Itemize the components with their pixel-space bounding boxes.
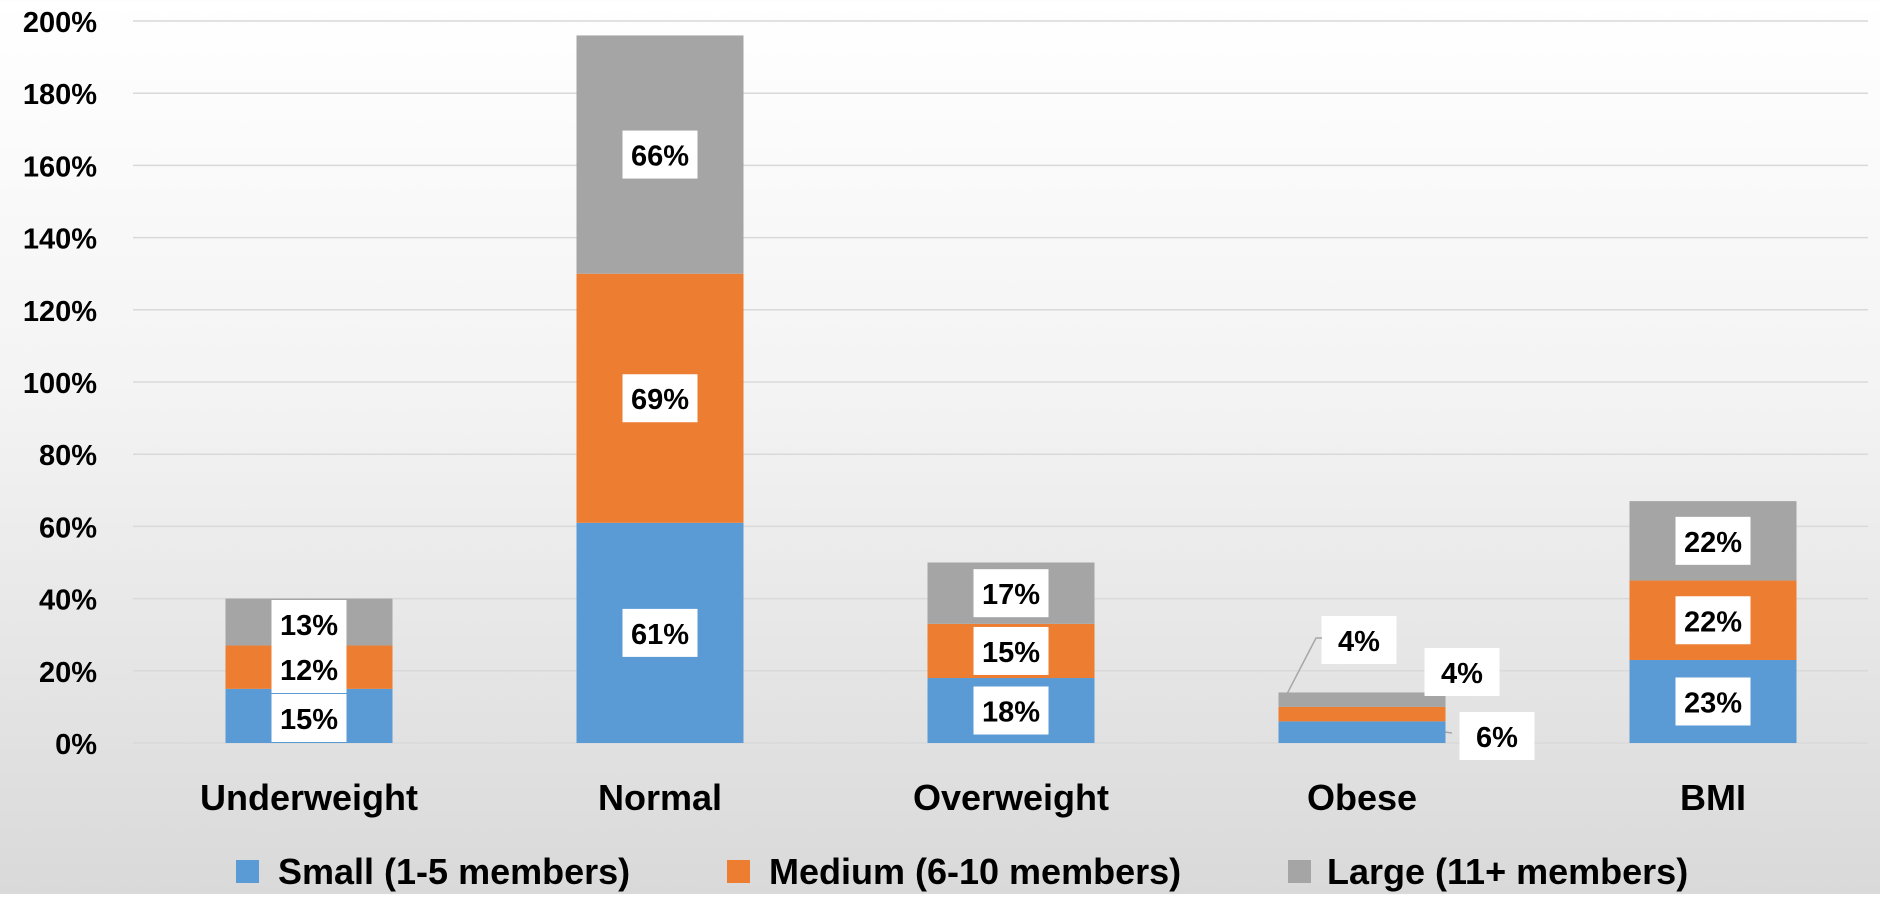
- x-category-label: Underweight: [200, 777, 418, 818]
- data-label: 69%: [631, 384, 689, 416]
- x-category-label: BMI: [1680, 777, 1746, 818]
- data-label-box: [1675, 516, 1751, 565]
- legend-label: Small (1-5 members): [278, 851, 630, 892]
- y-tick-label: 0%: [55, 729, 97, 761]
- data-label: 23%: [1684, 687, 1742, 719]
- data-label-box: [973, 626, 1049, 675]
- x-axis-category-labels: Underweight Normal Overweight Obese BMI: [200, 777, 1746, 818]
- legend-swatch: [727, 860, 750, 883]
- data-label-box: [622, 374, 698, 423]
- data-label: 18%: [982, 697, 1040, 729]
- data-label-box: [271, 694, 347, 742]
- data-label: 15%: [982, 637, 1040, 669]
- bar-segment: [1278, 721, 1446, 743]
- y-tick-label: 160%: [23, 151, 97, 183]
- y-tick-label: 200%: [23, 7, 97, 39]
- x-category-label: Obese: [1307, 777, 1417, 818]
- data-label-box: [973, 686, 1049, 735]
- legend-label: Medium (6-10 members): [769, 851, 1181, 892]
- data-label: 66%: [631, 141, 689, 173]
- data-label-box: [973, 569, 1049, 618]
- data-label-box: [622, 608, 698, 657]
- y-tick-label: 100%: [23, 368, 97, 400]
- y-tick-label: 180%: [23, 79, 97, 111]
- data-label: 13%: [280, 610, 338, 642]
- legend: Small (1-5 members) Medium (6-10 members)…: [236, 851, 1688, 892]
- bar-segment: [1278, 692, 1446, 707]
- data-label-box: [1675, 596, 1751, 645]
- data-label: 15%: [280, 704, 338, 736]
- gridlines: [133, 20, 1868, 744]
- bar-segment: [1278, 706, 1446, 722]
- data-label-box: [1459, 712, 1535, 760]
- data-label-box: [1321, 616, 1397, 664]
- x-category-label: Overweight: [913, 777, 1109, 818]
- data-label: 4%: [1338, 626, 1380, 658]
- data-label-box: [271, 600, 347, 648]
- y-tick-label: 140%: [23, 224, 97, 256]
- y-tick-label: 120%: [23, 296, 97, 328]
- x-category-label: Normal: [598, 777, 722, 818]
- data-label: 6%: [1476, 722, 1518, 754]
- data-label: 17%: [982, 579, 1040, 611]
- y-tick-label: 40%: [39, 585, 97, 617]
- y-tick-label: 20%: [39, 657, 97, 689]
- data-label: 22%: [1684, 527, 1742, 559]
- legend-label: Large (11+ members): [1327, 851, 1688, 892]
- y-tick-label: 80%: [39, 440, 97, 472]
- y-tick-label: 60%: [39, 512, 97, 544]
- data-label: 61%: [631, 619, 689, 651]
- data-labels: 15% 12% 13% 61% 69% 66% 18% 15% 17% 6% 4% 4% 23% 22% 2…: [271, 130, 1751, 760]
- data-label-box: [271, 645, 347, 693]
- data-label: 12%: [280, 655, 338, 687]
- data-label-box: [1424, 648, 1500, 696]
- data-label-leader-line: [1283, 637, 1322, 701]
- data-label: 22%: [1684, 606, 1742, 638]
- data-label: 4%: [1441, 658, 1483, 690]
- data-label-leader-line: [1445, 731, 1453, 734]
- data-label-box: [1675, 677, 1751, 726]
- legend-swatch: [236, 860, 259, 883]
- y-axis-tick-labels: 0% 20% 40% 60% 80% 100% 120% 140% 160% 180% 200%: [23, 7, 97, 761]
- legend-swatch: [1288, 860, 1311, 883]
- data-label-box: [622, 130, 698, 179]
